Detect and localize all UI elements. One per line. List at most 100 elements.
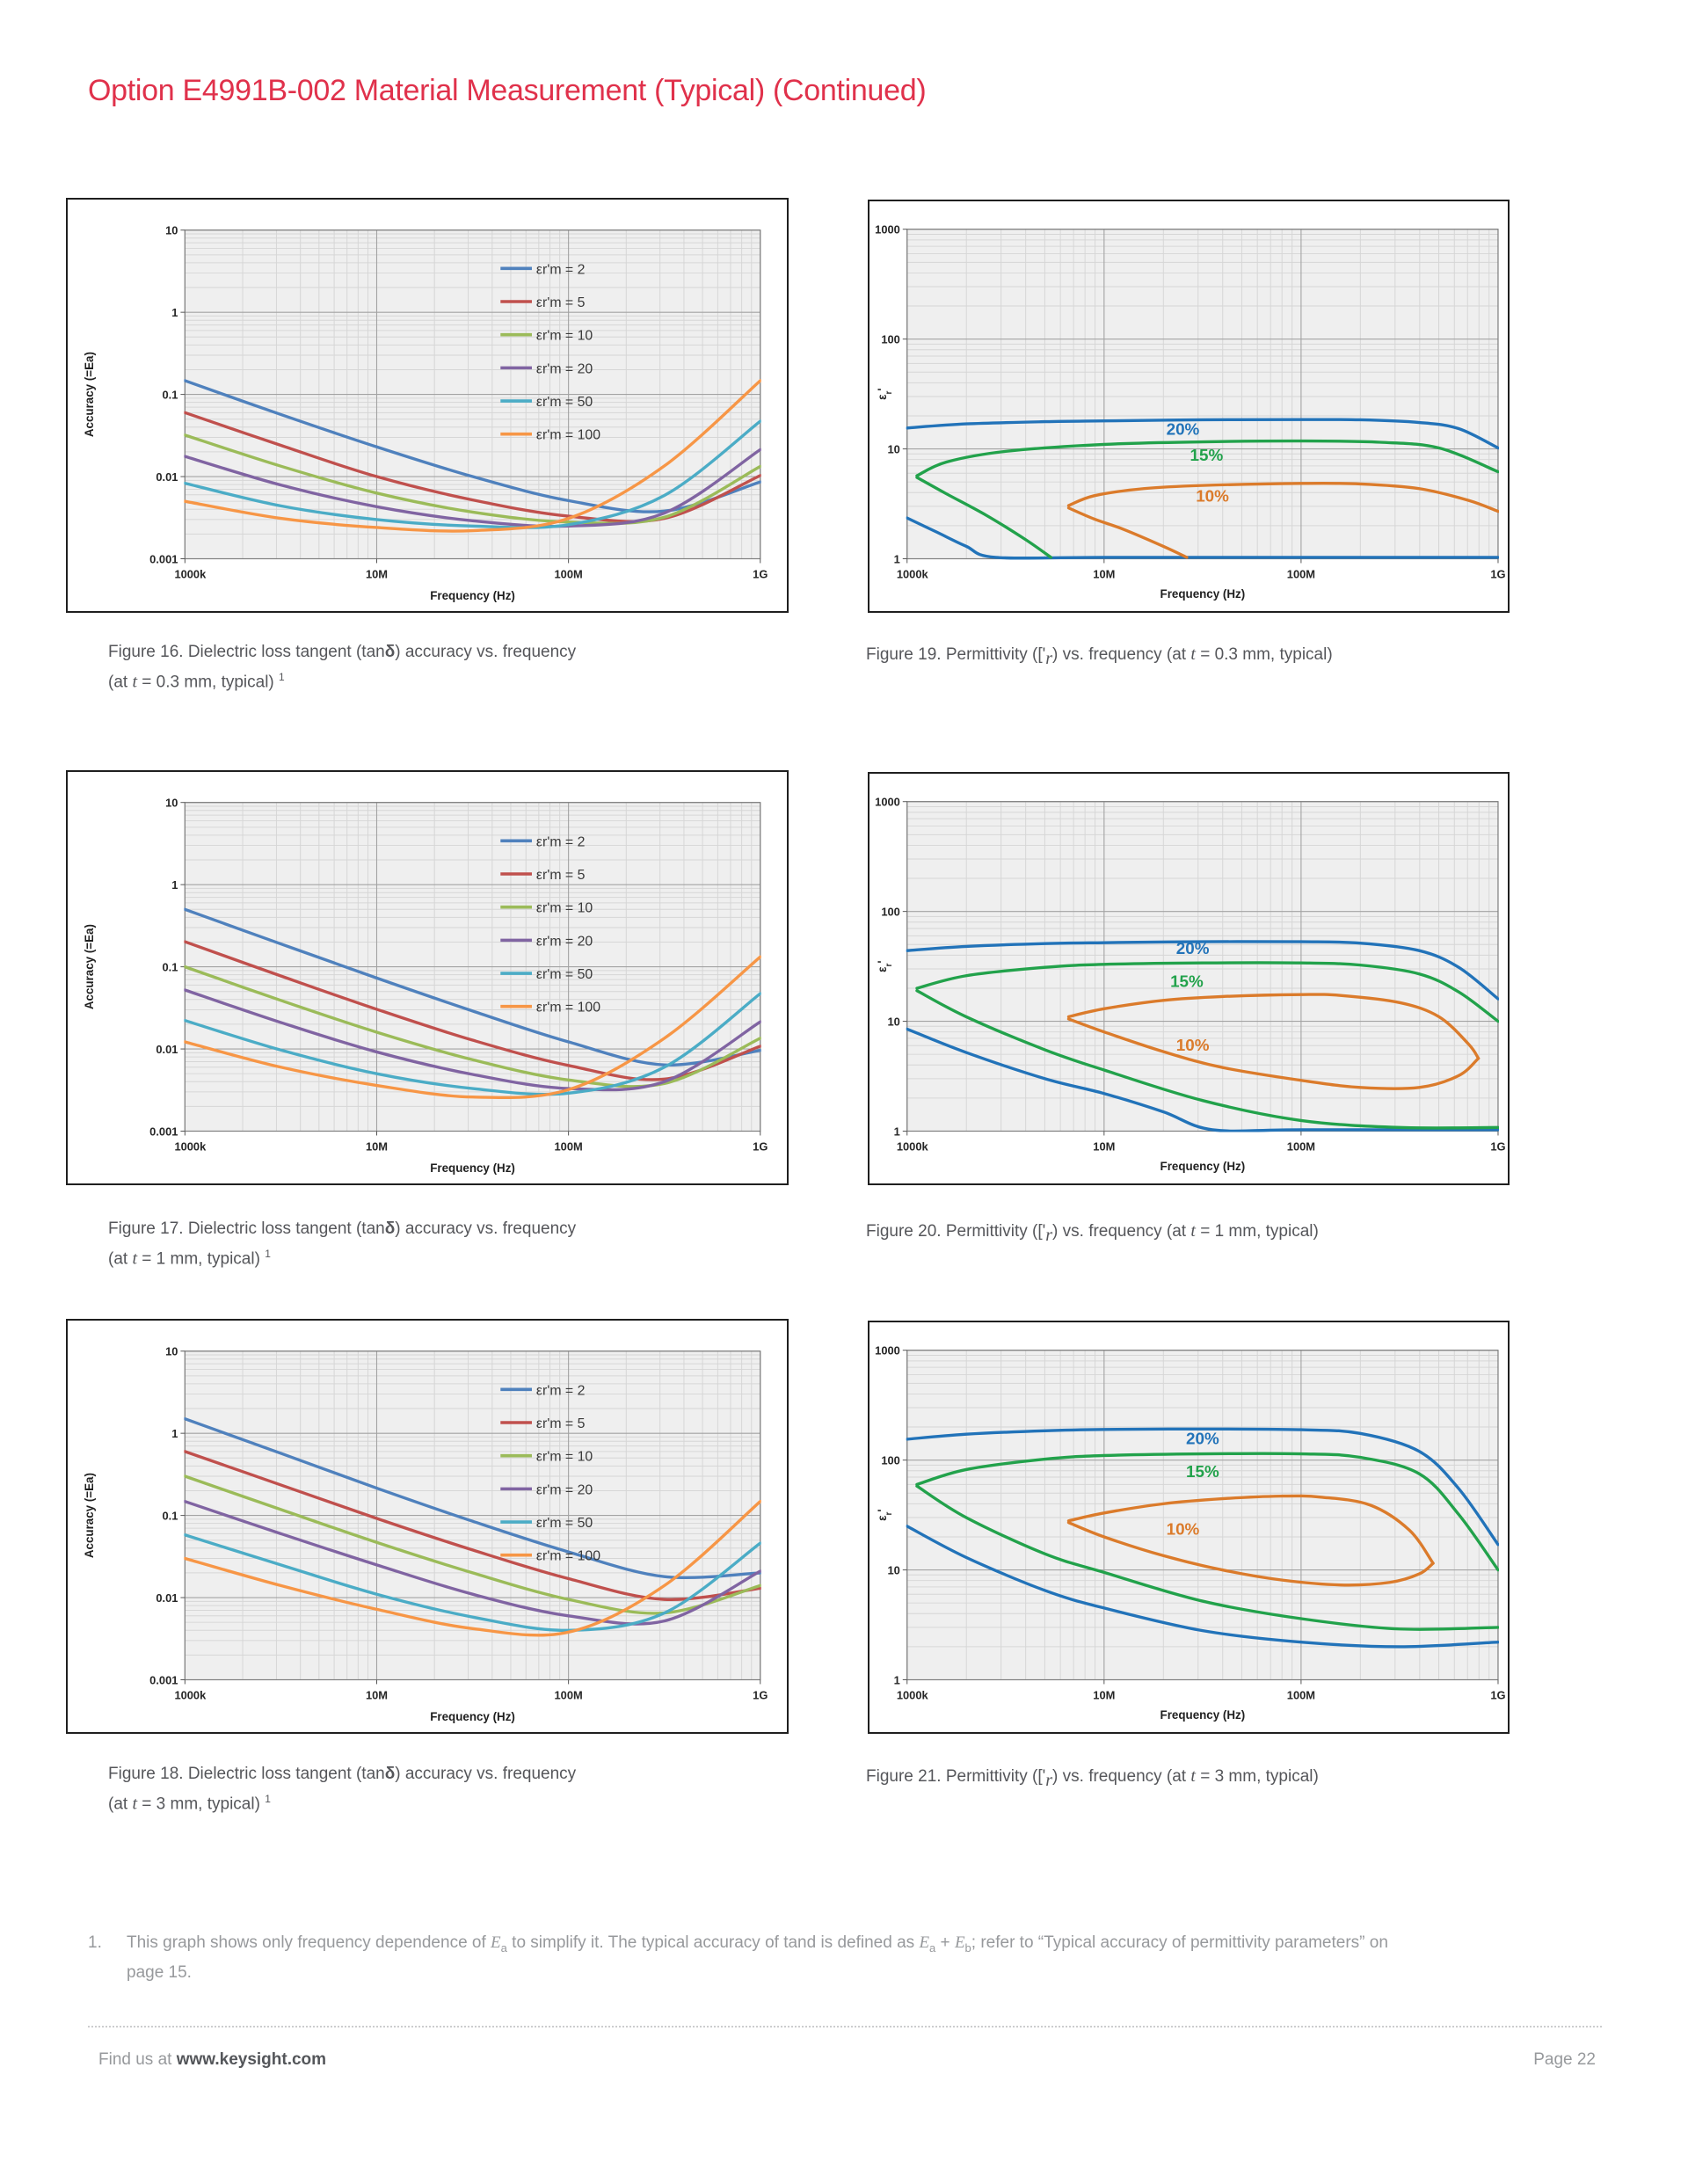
contour-10%-lower <box>1066 1017 1481 1090</box>
x-tick-label: 100M <box>1287 1688 1315 1701</box>
legend: εr'm = 2 εr'm = 5 εr'm = 10 εr'm = 20 εr'm =… <box>500 834 600 1016</box>
legend-label: εr'm = 2 <box>536 1383 586 1398</box>
caption-text: Figure 18. Dielectric loss tangent (tan <box>108 1765 385 1783</box>
caption-t: t <box>1190 1221 1196 1241</box>
series-εr'm = 20 <box>184 448 761 528</box>
contour-20%-lower <box>906 516 1499 560</box>
contour-label-15%: 15% <box>1190 446 1224 464</box>
caption-text: = 3 mm, typical) <box>137 1795 266 1814</box>
legend-label: εr'm = 5 <box>536 295 586 310</box>
x-tick-label: 1G <box>1490 1139 1505 1153</box>
y-tick-label: 1 <box>171 1427 178 1440</box>
var-E: E <box>491 1933 501 1952</box>
figure-17-caption: Figure 17. Dielectric loss tangent (tanδ… <box>108 1216 706 1271</box>
figure-16-plot: 1000k 10M 100M 1G 10 1 0.1 0.01 0.001 Frequency (… <box>83 224 768 602</box>
contour-10%-upper <box>1066 481 1499 513</box>
contour-label-20%: 20% <box>1186 1429 1219 1447</box>
series-group <box>184 379 761 533</box>
caption-t: t <box>132 1794 138 1814</box>
y-tick-label: 0.01 <box>156 470 178 484</box>
contour-label-15%: 15% <box>1170 972 1204 991</box>
legend-label: εr'm = 2 <box>536 834 586 849</box>
caption-delta: δ <box>384 643 396 661</box>
y-tick-label: 0.001 <box>149 552 178 565</box>
y-tick-label: 1 <box>894 1673 900 1686</box>
contour-20%-upper <box>906 418 1499 450</box>
y-tick-label: 100 <box>881 906 899 919</box>
var-sub-a: a <box>500 1940 507 1955</box>
footnote-ref: 1 <box>279 671 285 683</box>
grid-minor <box>906 229 1498 559</box>
var-sub-a: a <box>929 1940 936 1955</box>
axis-ticks: 1000k 10M 100M 1G 10 1 0.1 0.01 0.001 <box>149 1345 768 1702</box>
y-tick-label: 0.001 <box>149 1673 178 1686</box>
x-tick-label: 1000k <box>174 1139 207 1153</box>
x-tick-label: 10M <box>1093 1688 1115 1701</box>
y-tick-label: 0.1 <box>163 389 178 402</box>
x-tick-label: 1000k <box>174 567 207 580</box>
y-axis-title: εr' <box>876 388 894 399</box>
series-εr'm = 5 <box>184 1450 761 1601</box>
caption-text: (at <box>108 1795 133 1814</box>
contour-10%-upper <box>1066 1494 1435 1565</box>
caption-t: t <box>132 1249 138 1269</box>
y-tick-label: 100 <box>881 333 899 346</box>
footnote-number: 1. <box>88 1933 102 1952</box>
caption-sub-r: r <box>1045 1770 1053 1790</box>
y-tick-label: 10 <box>165 224 178 237</box>
caption-text: ) vs. frequency (at <box>1052 645 1191 664</box>
caption-text: ) vs. frequency (at <box>1052 1222 1191 1241</box>
series-εr'm = 100 <box>184 955 761 1100</box>
x-tick-label: 100M <box>555 567 583 580</box>
var-sub-b: b <box>964 1940 971 1955</box>
figure-19-plot: 1000k 10M 100M 1G 1000 100 10 1 Frequency (Hz) εr… <box>875 223 1505 601</box>
legend-label: εr'm = 50 <box>536 967 593 982</box>
caption-text: = 0.3 mm, typical) <box>1195 645 1333 664</box>
y-tick-label: 10 <box>887 1016 899 1029</box>
figure-17-plot: 1000k 10M 100M 1G 10 1 0.1 0.01 0.001 Frequency (… <box>83 797 768 1175</box>
series-εr'm = 50 <box>184 419 761 529</box>
footer-divider <box>88 2026 1602 2027</box>
y-tick-label: 1 <box>894 552 900 565</box>
contour-label-10%: 10% <box>1196 487 1229 506</box>
plot-area <box>906 229 1498 559</box>
x-tick-label: 10M <box>366 1139 388 1153</box>
figure-18-plot: 1000k 10M 100M 1G 10 1 0.1 0.01 0.001 Frequency (… <box>83 1345 768 1723</box>
figure-20-plot: 1000k 10M 100M 1G 1000 100 10 1 Frequency (Hz) εr… <box>875 796 1505 1173</box>
contour-15%-lower <box>915 989 1499 1130</box>
series-εr'm = 50 <box>184 1533 761 1632</box>
contour-15%-upper <box>915 961 1499 1023</box>
legend-label: εr'm = 20 <box>536 1482 593 1497</box>
legend-label: εr'm = 10 <box>536 329 593 344</box>
footnote-ref: 1 <box>265 1248 271 1260</box>
contour-20%-lower <box>906 1525 1499 1649</box>
figure-16-frame: 1000k 10M 100M 1G 10 1 0.1 0.01 0.001 Frequency (… <box>66 198 789 613</box>
caption-t: t <box>132 672 138 692</box>
x-tick-label: 10M <box>366 1688 388 1701</box>
keysight-url-link[interactable]: www.keysight.com <box>176 2050 327 2069</box>
caption-text: ) accuracy vs. frequency <box>395 643 577 661</box>
series-εr'm = 2 <box>184 907 761 1067</box>
y-tick-label: 0.1 <box>163 961 178 974</box>
x-tick-label: 100M <box>1287 1139 1315 1153</box>
y-axis-title: Accuracy (=Ea) <box>83 1473 96 1558</box>
figure-21-frame: 1000k 10M 100M 1G 1000 100 10 1 Frequency (Hz) εr… <box>868 1321 1510 1734</box>
legend-label: εr'm = 100 <box>536 1549 600 1564</box>
figure-17-frame: 1000k 10M 100M 1G 10 1 0.1 0.01 0.001 Frequency (… <box>66 770 789 1185</box>
caption-t: t <box>1190 644 1196 664</box>
series-group <box>906 940 1499 1132</box>
series-group <box>184 907 761 1100</box>
contour-label-10%: 10% <box>1167 1519 1200 1538</box>
series-group <box>906 418 1499 560</box>
plot-border <box>906 1350 1499 1681</box>
caption-text: Figure 16. Dielectric loss tangent (tan <box>108 643 385 661</box>
contour-10%-upper <box>1066 993 1481 1060</box>
x-axis-title: Frequency (Hz) <box>1160 587 1246 601</box>
figure-18-frame: 1000k 10M 100M 1G 10 1 0.1 0.01 0.001 Frequency (… <box>66 1319 789 1734</box>
legend-label: εr'm = 10 <box>536 901 593 916</box>
caption-text: (at <box>108 1249 133 1269</box>
x-axis-title: Frequency (Hz) <box>430 1161 515 1175</box>
legend: εr'm = 2 εr'm = 5 εr'm = 10 εr'm = 20 εr'm =… <box>500 262 600 443</box>
contour-15%-lower <box>915 476 1053 559</box>
